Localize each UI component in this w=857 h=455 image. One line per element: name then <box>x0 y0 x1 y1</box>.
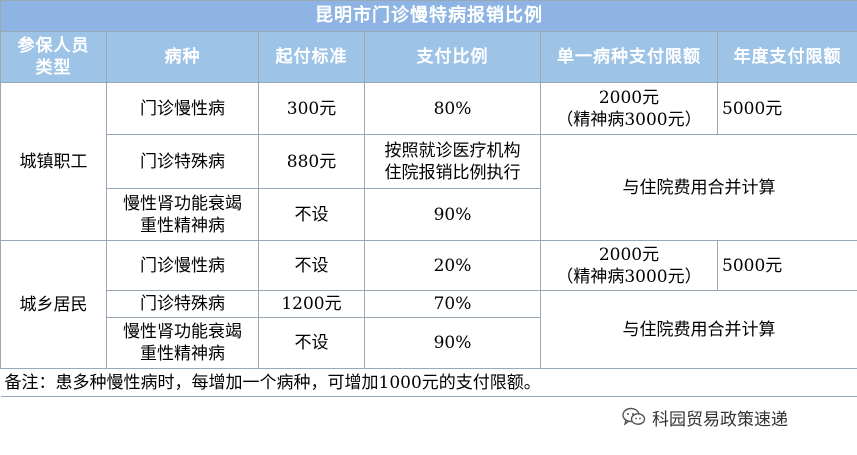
single-limit-cell: 2000元 （精神病3000元） <box>540 82 718 135</box>
table-row: 门诊特殊病 880元 按照就诊医疗机构 住院报销比例执行 与住院费用合并计算 <box>1 134 857 241</box>
header-disease: 病种 <box>106 31 259 83</box>
reimbursement-sheet: 昆明市门诊慢特病报销比例 参保人员 类型 病种 起付标准 支付比例 单一病种支付… <box>0 0 857 397</box>
table-row: 慢性肾功能衰竭 重性精神病 不设 90% <box>1 188 857 241</box>
deductible-cell: 不设 <box>258 188 365 241</box>
disease-cell: 门诊慢性病 <box>106 240 259 291</box>
table-row: 城镇职工 门诊慢性病 300元 80% 2000元 （精神病3000元） 500… <box>0 82 857 241</box>
header-ratio: 支付比例 <box>364 31 541 83</box>
ratio-cell: 按照就诊医疗机构 住院报销比例执行 <box>364 134 541 189</box>
wechat-icon <box>622 407 646 427</box>
disease-cell: 门诊特殊病 <box>106 290 259 318</box>
disease-cell: 门诊特殊病 <box>106 134 259 189</box>
annual-limit-cell: 5000元 <box>716 240 857 291</box>
deductible-cell: 880元 <box>258 134 365 189</box>
deductible-cell: 300元 <box>258 82 365 135</box>
header-insured-type: 参保人员 类型 <box>0 31 107 83</box>
ratio-cell: 90% <box>364 317 541 369</box>
single-limit-amount: 2000元 <box>598 87 660 108</box>
ratio-cell: 80% <box>364 82 541 135</box>
disease-line-2: 重性精神病 <box>140 344 225 364</box>
header-single-limit: 单一病种支付限额 <box>540 31 718 83</box>
ratio-cell: 70% <box>364 290 541 318</box>
table-row: 门诊特殊病 1200元 70% 与住院费用合并计算 <box>1 290 857 369</box>
merged-limit-cell: 与住院费用合并计算 <box>539 134 857 241</box>
header-insured-type-line-2: 类型 <box>35 58 72 78</box>
disease-line-1: 慢性肾功能衰竭 <box>123 322 242 342</box>
table-title: 昆明市门诊慢特病报销比例 <box>0 0 857 32</box>
disease-cell: 慢性肾功能衰竭 重性精神病 <box>106 317 259 369</box>
table-note: 备注：患多种慢性病时，每增加一个病种，可增加1000元的支付限额。 <box>0 368 857 397</box>
deductible-cell: 不设 <box>258 240 365 291</box>
insured-type-cell: 城镇职工 <box>0 82 107 241</box>
disease-cell: 慢性肾功能衰竭 重性精神病 <box>106 188 259 241</box>
ratio-line-1: 按照就诊医疗机构 <box>384 140 521 161</box>
deductible-cell: 1200元 <box>258 290 365 318</box>
table-row: 城乡居民 门诊慢性病 不设 20% 2000元 （精神病3000元） 5000元 <box>0 240 857 369</box>
single-limit-note: （精神病3000元） <box>556 266 702 287</box>
single-limit-amount: 2000元 <box>598 244 660 265</box>
disease-cell: 门诊慢性病 <box>106 82 259 135</box>
watermark: 科园贸易政策速递 <box>622 404 788 430</box>
ratio-cell: 90% <box>364 188 541 241</box>
ratio-line-2: 住院报销比例执行 <box>384 162 521 183</box>
single-limit-cell: 2000元 （精神病3000元） <box>540 240 718 291</box>
table-row: 慢性肾功能衰竭 重性精神病 不设 90% <box>1 317 857 369</box>
reimbursement-table: 昆明市门诊慢特病报销比例 参保人员 类型 病种 起付标准 支付比例 单一病种支付… <box>0 0 857 397</box>
insured-type-cell: 城乡居民 <box>0 240 107 369</box>
header-insured-type-line-1: 参保人员 <box>17 36 90 56</box>
ratio-cell: 20% <box>364 240 541 291</box>
merged-limit-cell: 与住院费用合并计算 <box>539 290 857 369</box>
watermark-text: 科园贸易政策速递 <box>652 409 788 430</box>
header-deductible: 起付标准 <box>258 31 365 83</box>
header-annual-limit: 年度支付限额 <box>716 31 857 83</box>
disease-line-1: 慢性肾功能衰竭 <box>123 193 242 214</box>
single-limit-note: （精神病3000元） <box>556 109 702 130</box>
disease-line-2: 重性精神病 <box>140 215 225 236</box>
deductible-cell: 不设 <box>258 317 365 369</box>
annual-limit-cell: 5000元 <box>716 82 857 135</box>
